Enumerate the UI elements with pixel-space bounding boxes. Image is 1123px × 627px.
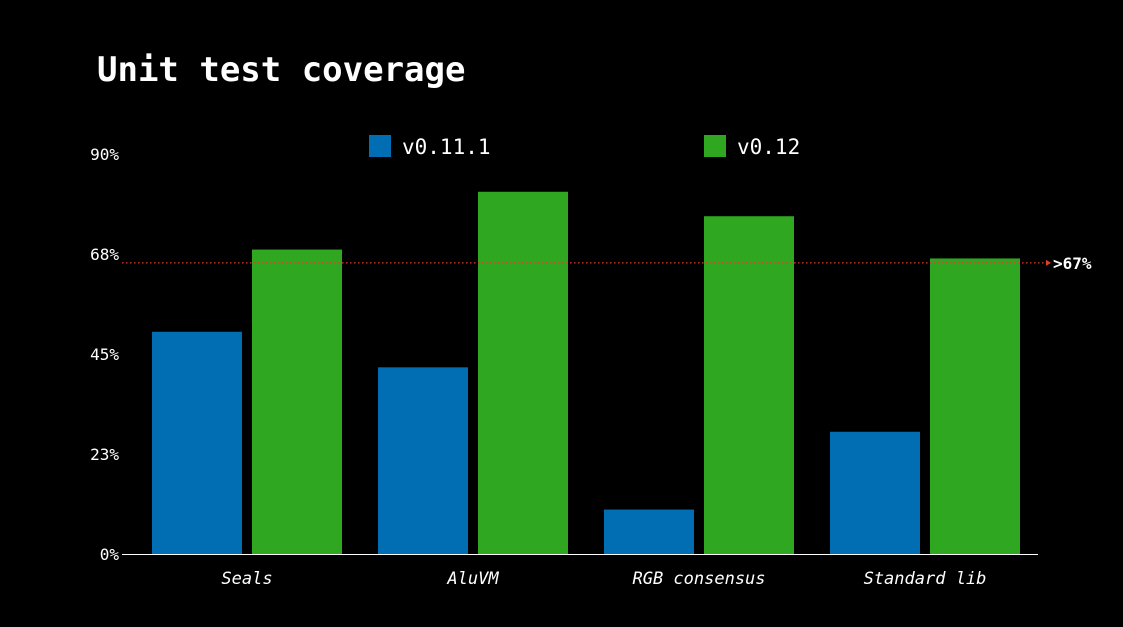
reference-line-label: >67% — [1053, 254, 1092, 273]
bar-v0-11-1-standard-lib — [830, 431, 920, 554]
bars — [152, 191, 1020, 555]
y-tick-label: 0% — [100, 545, 120, 564]
y-tick-label: 90% — [90, 145, 119, 164]
reference-line-group: >67% — [122, 254, 1092, 273]
legend-label: v0.12 — [737, 135, 800, 159]
legend-swatch — [704, 135, 726, 157]
bar-v0-11-1-aluvm — [378, 367, 468, 554]
legend-swatch — [369, 135, 391, 157]
category-label: AluVM — [446, 569, 499, 589]
chart-title: Unit test coverage — [97, 50, 465, 90]
bar-v0-11-1-seals — [152, 331, 242, 554]
legend-label: v0.11.1 — [402, 135, 491, 159]
y-tick-label: 68% — [90, 245, 119, 264]
legend: v0.11.1 v0.12 — [369, 135, 800, 159]
x-axis-categories: Seals AluVM RGB consensus Standard lib — [221, 569, 986, 589]
category-label: Seals — [221, 569, 272, 589]
y-axis-ticks: 0% 23% 45% 68% 90% — [90, 145, 119, 564]
y-tick-label: 45% — [90, 345, 119, 364]
bar-v0-12-rgb-consensus — [704, 216, 794, 554]
bar-v0-12-seals — [252, 249, 342, 555]
bar-v0-12-standard-lib — [930, 258, 1020, 554]
bar-v0-12-aluvm — [478, 191, 568, 554]
bar-v0-11-1-rgb-consensus — [604, 509, 694, 554]
category-label: RGB consensus — [632, 569, 765, 589]
y-tick-label: 23% — [90, 445, 119, 464]
category-label: Standard lib — [864, 569, 987, 589]
reference-line-arrow-icon — [1046, 259, 1051, 266]
